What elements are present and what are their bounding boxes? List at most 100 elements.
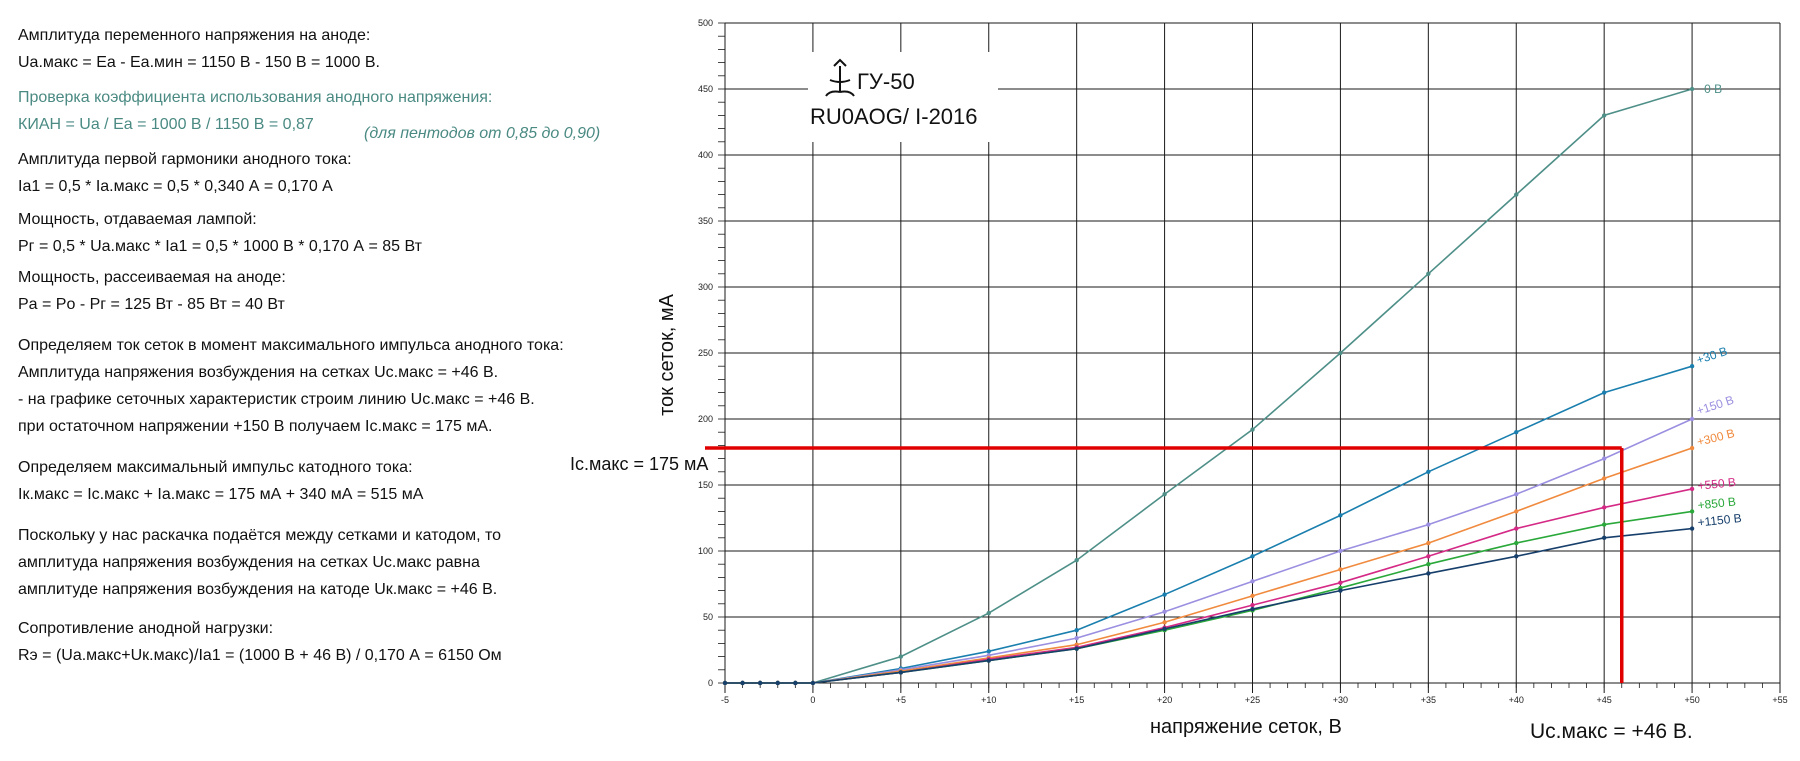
text-line: - на графике сеточных характеристик стро…	[18, 391, 535, 408]
data-point	[898, 654, 904, 659]
x-tick-label: +5	[896, 695, 906, 705]
series-path	[725, 488, 1693, 684]
text-block: Определяем максимальный импульс катодног…	[18, 454, 658, 508]
text-line: Мощность, отдаваемая лампой:	[18, 211, 257, 228]
series-label: +850 В	[1697, 494, 1737, 512]
data-point	[1074, 646, 1079, 651]
text-block: Амплитуда первой гармоники анодного тока…	[18, 146, 658, 200]
data-point	[1601, 522, 1607, 527]
data-point	[740, 680, 745, 686]
text-line: Pг = 0,5 * Ua.макс * Ia1 = 0,5 * 1000 В …	[18, 238, 422, 255]
data-point	[1689, 445, 1695, 451]
y-tick-label: 100	[698, 546, 713, 556]
text-line: Ia1 = 0,5 * Ia.макс = 0,5 * 0,340 А = 0,…	[18, 178, 333, 195]
data-point	[1514, 526, 1519, 531]
series-label: +550 В	[1697, 475, 1737, 493]
data-point	[1162, 592, 1167, 597]
data-point	[1074, 558, 1079, 563]
pentode-note: (для пентодов от 0,85 до 0,90)	[364, 125, 601, 142]
data-point	[1338, 548, 1343, 554]
text-panel: Амплитуда переменного напряжения на анод…	[18, 22, 658, 669]
tube-symbol-icon	[825, 58, 855, 97]
y-tick-label: 300	[698, 282, 713, 292]
text-block: Определяем ток сеток в момент максимальн…	[18, 332, 658, 440]
x-tick-label: +30	[1333, 695, 1348, 705]
y-tick-label: 500	[698, 18, 713, 28]
tube-label-box: ГУ-50 RU0AOG/ I-2016	[808, 52, 998, 142]
text-line: при остаточном напряжении +150 В получае…	[18, 418, 493, 435]
series-path	[725, 447, 1693, 684]
x-tick-label: +55	[1772, 695, 1787, 705]
data-point	[1689, 86, 1695, 92]
series-label: +150 В	[1695, 393, 1736, 418]
x-tick-label: +50	[1684, 695, 1699, 705]
data-point	[1162, 626, 1167, 632]
data-point	[1689, 364, 1695, 369]
data-point	[1074, 628, 1079, 633]
data-point	[1601, 390, 1607, 395]
text-block: Мощность, отдаваемая лампой: Pг = 0,5 * U…	[18, 206, 658, 260]
series-line: +30 В	[722, 344, 1729, 686]
series-label: 0 В	[1704, 82, 1722, 96]
data-point	[1601, 113, 1607, 118]
data-point	[1250, 554, 1255, 559]
x-axis-title: напряжение сеток, В	[1150, 716, 1342, 738]
data-point	[1426, 469, 1431, 474]
text-line: амплитуда напряжения возбуждения на сетк…	[18, 554, 480, 571]
text-line: Определяем максимальный импульс катодног…	[18, 459, 413, 476]
data-point	[810, 680, 816, 686]
author-label: RU0AOG/ I-2016	[810, 104, 978, 129]
x-tick-label: +20	[1157, 695, 1172, 705]
data-point	[986, 658, 991, 663]
data-point	[1689, 509, 1695, 514]
data-point	[986, 649, 991, 654]
data-point	[1162, 620, 1167, 625]
text-line: Ua.макс = Ea - Ea.мин = 1150 В - 150 В =…	[18, 54, 380, 71]
series-path	[725, 88, 1693, 684]
data-point	[775, 680, 780, 686]
y-tick-label: 250	[698, 348, 713, 358]
series-line: +550 В	[722, 475, 1737, 686]
data-point	[1689, 416, 1695, 422]
text-block: Сопротивление анодной нагрузки: Rэ = (Ua.…	[18, 615, 658, 669]
data-point	[1250, 593, 1255, 599]
text-line: амплитуде напряжения возбуждения на като…	[18, 581, 498, 598]
text-line: Определяем ток сеток в момент максимальн…	[18, 337, 564, 354]
x-tick-label: 0	[810, 695, 815, 705]
data-point	[1601, 476, 1607, 481]
data-point	[1514, 430, 1519, 435]
data-point	[1250, 606, 1255, 612]
data-point	[1514, 509, 1519, 514]
chart-series: 0 В +30 В +150 В +300 В +550 В+850 В+1150 В	[722, 82, 1742, 686]
series-path	[725, 365, 1693, 684]
text-line: Поскольку у нас раскачка подаётся между …	[18, 527, 502, 544]
y-tick-label: 350	[698, 216, 713, 226]
series-label: +30 В	[1695, 344, 1729, 367]
y-tick-label: 0	[708, 678, 713, 688]
series-line: +1150 В	[722, 511, 1742, 686]
text-block: Мощность, рассеиваемая на аноде: Pa = Po …	[18, 264, 658, 318]
text-line: Сопротивление анодной нагрузки:	[18, 620, 274, 637]
y-tick-label: 50	[703, 612, 713, 622]
x-tick-label: +45	[1597, 695, 1612, 705]
data-point	[1338, 588, 1343, 593]
data-point	[1338, 580, 1343, 585]
x-tick-label: +35	[1421, 695, 1436, 705]
x-tick-label: -5	[721, 695, 729, 705]
data-point	[1250, 579, 1255, 584]
y-axis-title: ток сеток, мА	[656, 293, 678, 415]
data-point	[1250, 602, 1255, 608]
data-point	[1689, 486, 1695, 492]
x-tick-label: +25	[1245, 695, 1260, 705]
data-point	[1162, 609, 1167, 614]
data-point	[1338, 513, 1343, 518]
x-tick-label: +15	[1069, 695, 1084, 705]
data-point	[1689, 526, 1695, 531]
data-point	[1338, 350, 1343, 356]
data-point	[1514, 540, 1519, 546]
x-tick-label: +40	[1509, 695, 1524, 705]
y-tick-label: 200	[698, 414, 713, 424]
uc-max-label: Uc.макс = +46 В.	[1530, 720, 1693, 743]
data-point	[1426, 554, 1431, 559]
